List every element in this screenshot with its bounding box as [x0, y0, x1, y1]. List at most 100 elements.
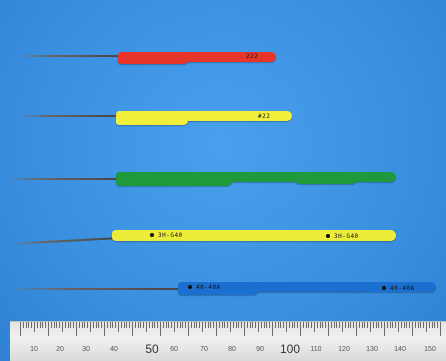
ruler-tick [151, 322, 153, 328]
electrode-3-wire [10, 178, 122, 180]
ruler-tick [34, 322, 35, 332]
ruler-tick [252, 322, 254, 328]
ruler-tick [246, 322, 248, 328]
ruler-tick [440, 322, 441, 336]
ruler-tick [342, 322, 343, 332]
ruler-tick [165, 322, 167, 328]
ruler-tick [370, 322, 371, 332]
electrode-3-tag-end [296, 176, 356, 184]
ruler-label-30: 30 [82, 346, 90, 353]
electrode-1-wire [22, 55, 122, 57]
ruler-tick [294, 322, 296, 328]
ruler-tick [314, 322, 315, 332]
ruler-tick [333, 322, 335, 328]
ruler-tick [101, 322, 103, 328]
ruler-tick [353, 322, 355, 328]
electrode-4-tag [112, 230, 396, 241]
ruler-tick [311, 322, 313, 328]
ruler-label-120: 120 [338, 346, 350, 353]
ruler-tick [258, 322, 259, 332]
ruler-tick [392, 322, 394, 328]
ruler-tick [160, 322, 161, 336]
ruler-tick [235, 322, 237, 328]
ruler-tick [232, 322, 234, 328]
ruler-label-100: 100 [279, 342, 301, 356]
ruler-tick [434, 322, 436, 328]
ruler-tick [361, 322, 363, 328]
ruler-tick [64, 322, 66, 328]
ruler-tick [216, 322, 217, 336]
ruler-tick [266, 322, 268, 328]
ruler-tick [129, 322, 131, 328]
ruler-tick [92, 322, 94, 328]
ruler-tick [356, 322, 357, 336]
ruler-tick [188, 322, 189, 336]
ruler-tick [31, 322, 33, 328]
ruler-tick [20, 322, 21, 336]
ruler-tick [218, 322, 220, 328]
ruler-tick [224, 322, 226, 328]
ruler-tick [81, 322, 83, 328]
ruler-label-10: 10 [30, 346, 38, 353]
ruler-tick [213, 322, 215, 328]
ruler-tick [414, 322, 416, 328]
ruler-tick [95, 322, 97, 328]
ruler-tick [398, 322, 399, 332]
ruler-tick [115, 322, 117, 328]
ruler-tick [403, 322, 405, 328]
electrode-5-tag [178, 282, 436, 292]
ruler-tick [53, 322, 55, 328]
ruler-tick [171, 322, 173, 328]
electrode-1-tag [118, 52, 276, 62]
ruler-tick [428, 322, 430, 328]
ruler-tick [106, 322, 108, 328]
ruler-tick [179, 322, 181, 328]
ruler-tick [378, 322, 380, 328]
ruler-tick [70, 322, 72, 328]
ruler-tick [78, 322, 80, 328]
ruler-tick [286, 322, 287, 332]
ruler-tick [90, 322, 91, 332]
ruler-tick [322, 322, 324, 328]
ruler-tick [358, 322, 360, 328]
electrode-1-tag-text: 222 [246, 53, 259, 60]
ruler-tick [67, 322, 69, 328]
ruler-tick [98, 322, 100, 328]
ruler-tick [199, 322, 201, 328]
ruler-tick [386, 322, 388, 328]
ruler-tick [280, 322, 282, 328]
electrode-5-dot-2 [382, 286, 386, 290]
ruler: 10 20 30 40 50 60 70 80 90 100 110 120 1… [10, 321, 446, 361]
electrode-4-tag-text-2: 3H-G40 [334, 233, 359, 240]
electrode-3-tag [116, 172, 396, 182]
ruler-tick [308, 322, 310, 328]
ruler-tick [118, 322, 119, 332]
ruler-tick [364, 322, 366, 328]
ruler-tick [210, 322, 212, 328]
ruler-tick [104, 322, 105, 336]
ruler-label-110: 110 [310, 346, 322, 353]
ruler-label-140: 140 [394, 346, 406, 353]
ruler-tick [431, 322, 433, 328]
ruler-tick [283, 322, 285, 328]
ruler-tick [162, 322, 164, 328]
ruler-label-130: 130 [366, 346, 378, 353]
ruler-tick [59, 322, 61, 328]
ruler-tick [193, 322, 195, 328]
ruler-tick [36, 322, 38, 328]
ruler-tick [375, 322, 377, 328]
ruler-tick [84, 322, 86, 328]
ruler-label-60: 60 [170, 346, 178, 353]
ruler-tick [39, 322, 41, 328]
ruler-tick [190, 322, 192, 328]
electrode-3-tag-bulge [116, 176, 232, 186]
ruler-tick [330, 322, 332, 328]
ruler-tick [132, 322, 133, 336]
ruler-tick [28, 322, 30, 328]
ruler-tick [241, 322, 243, 328]
ruler-tick [56, 322, 58, 328]
ruler-tick [112, 322, 114, 328]
ruler-tick [260, 322, 262, 328]
ruler-tick [182, 322, 184, 328]
ruler-tick [420, 322, 422, 328]
